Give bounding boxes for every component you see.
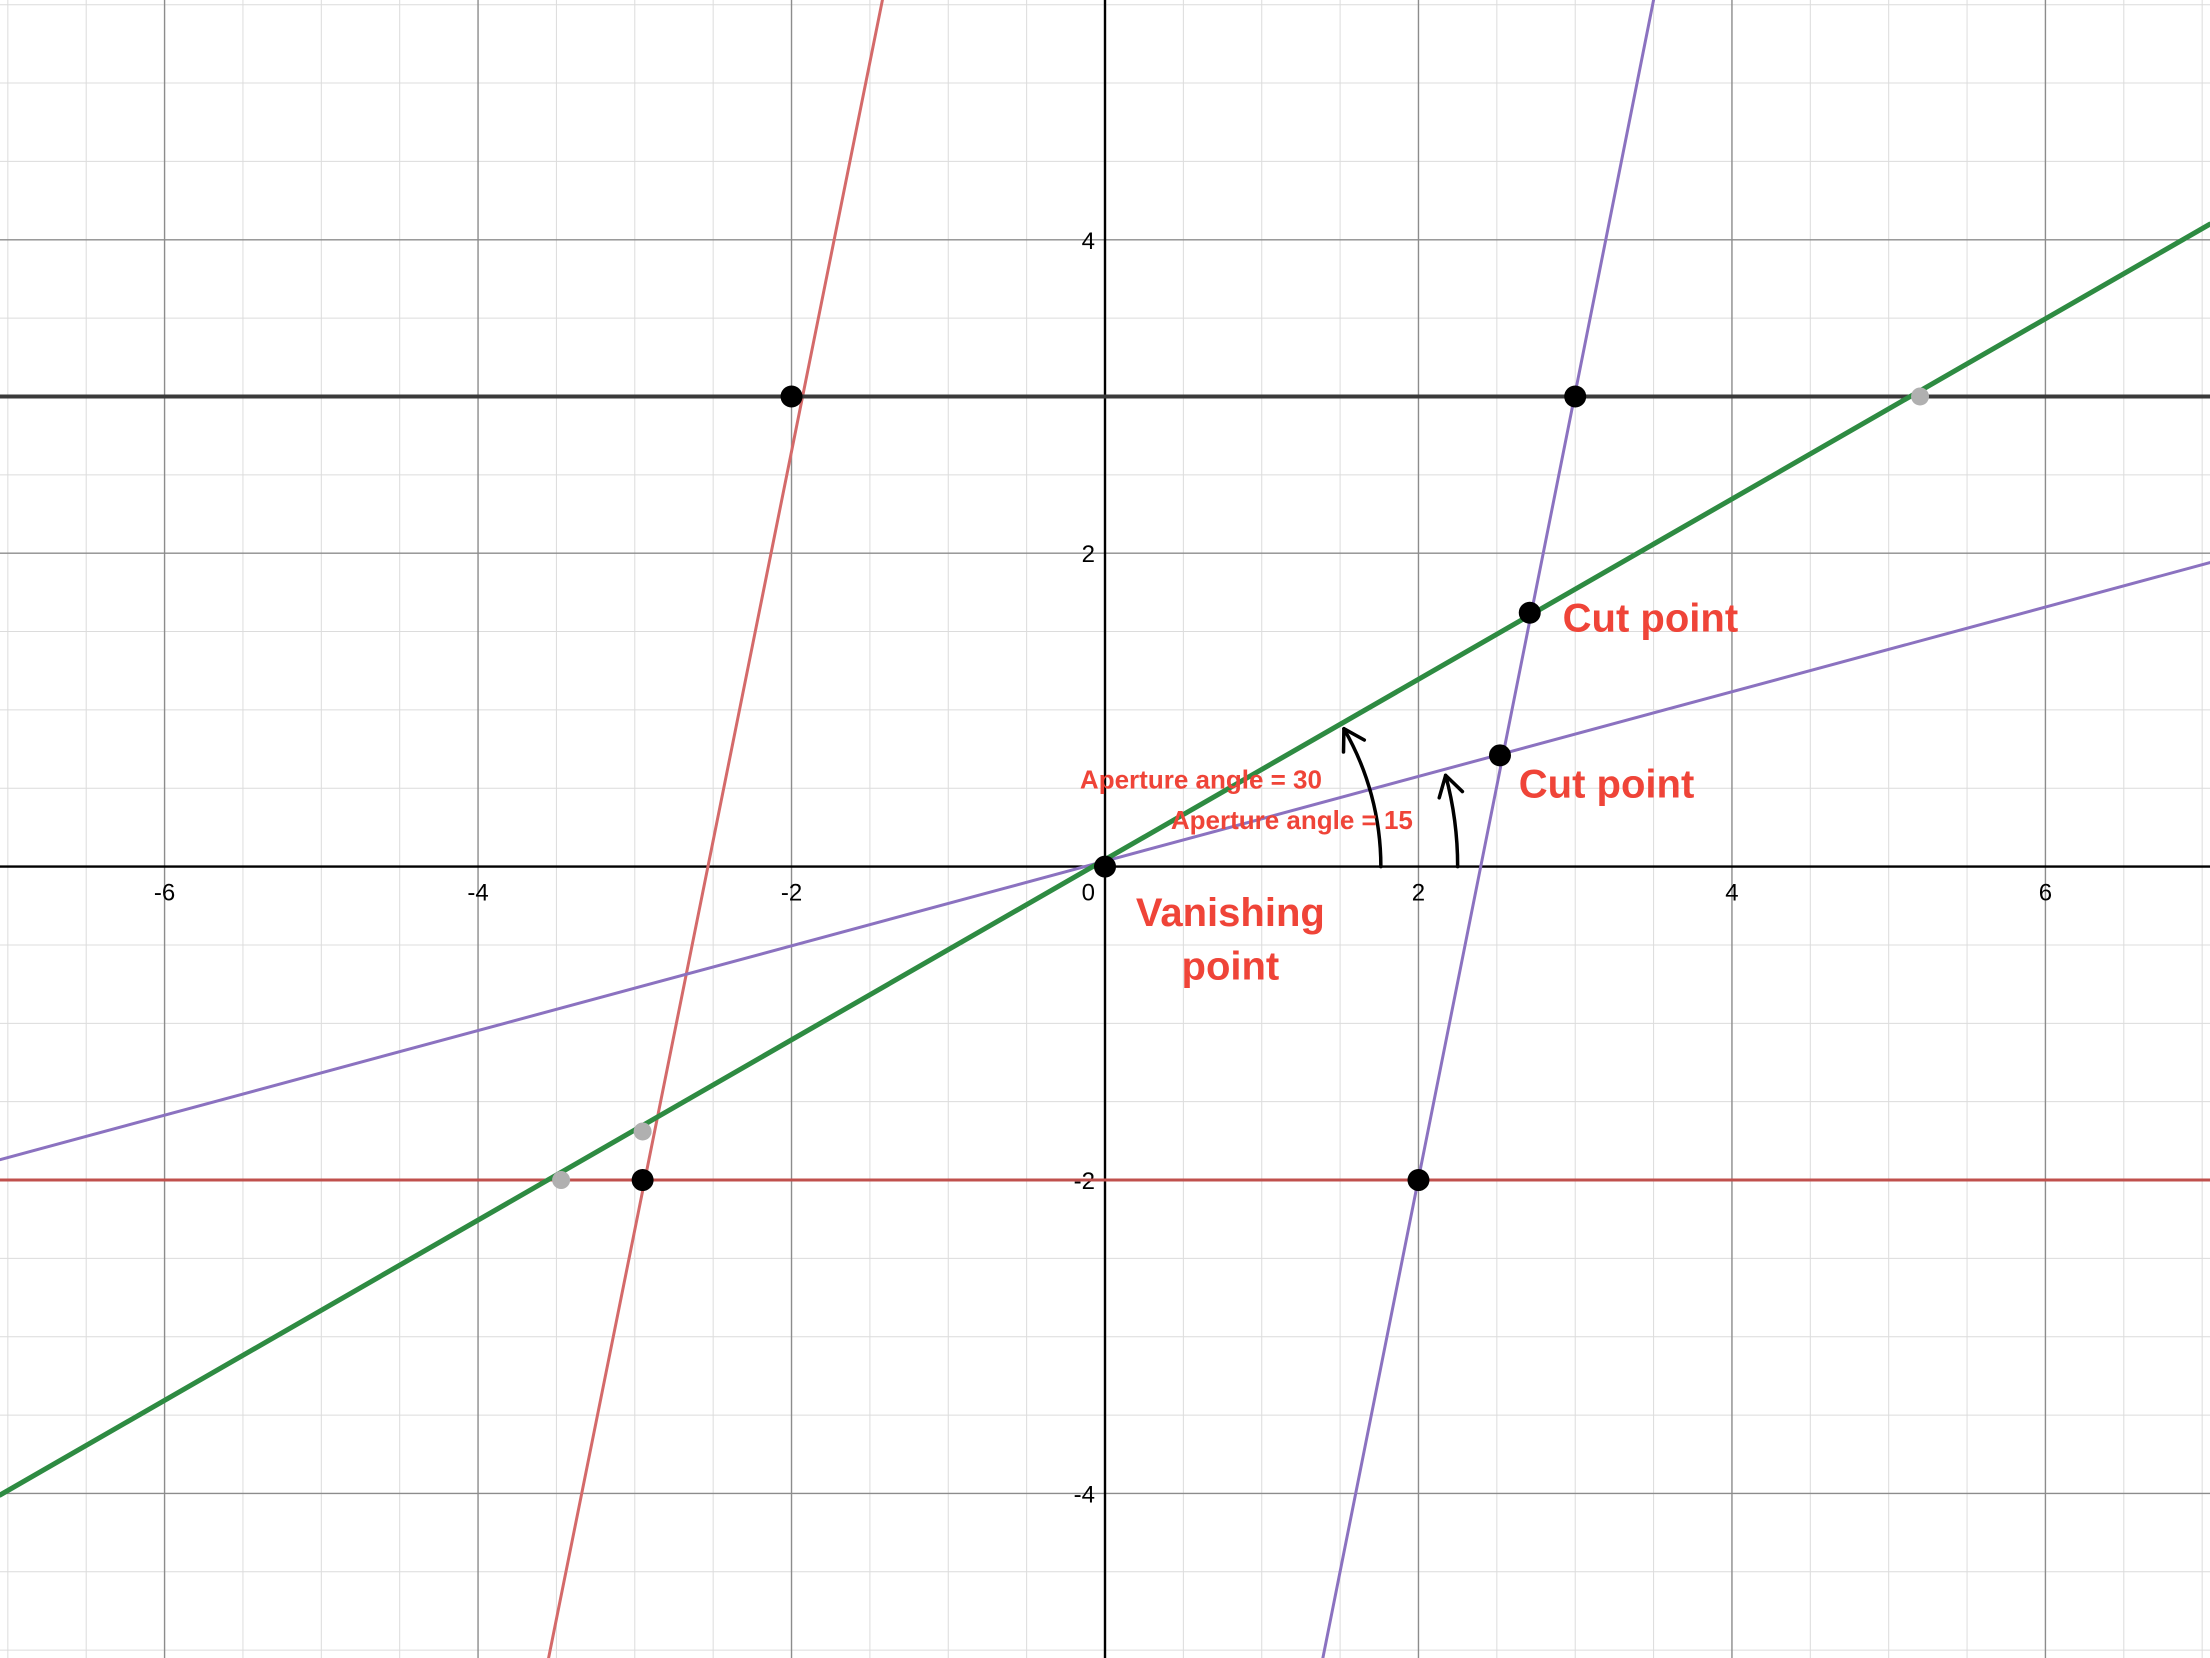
arc-arrowhead [1437,773,1465,800]
annotation-label: Aperture angle = 15 [1171,805,1413,835]
annotation-label: point [1182,944,1280,988]
x-tick-label: -2 [781,880,802,907]
arc-arrowhead [1341,726,1367,754]
annotation-label: Aperture angle = 30 [1080,764,1322,794]
marked-points [631,385,1587,1192]
angle-arc [1342,726,1383,869]
series-line [1321,0,1656,1658]
marked-point [631,1169,654,1192]
origin-tick-label: 0 [1082,880,1095,907]
series-line [547,0,884,1658]
angle-arc [1443,773,1460,869]
gray-point [633,1122,652,1141]
gray-points [552,387,1930,1190]
annotation-label: Cut point [1519,763,1695,807]
y-tick-label: -4 [1074,1481,1095,1508]
marked-point [1518,601,1541,624]
x-tick-label: 4 [1725,880,1738,907]
marked-point [780,385,803,408]
annotations: Cut point Cut point Aperture angle = 30 Ape… [1080,597,1738,989]
annotation-label: Cut point [1563,597,1739,641]
annotation-label: Vanishing [1136,891,1325,935]
x-tick-label: -6 [154,880,175,907]
x-tick-label: 6 [2039,880,2052,907]
marked-point [1094,855,1116,878]
marked-point [1564,385,1587,408]
gray-point [1911,387,1930,406]
x-tick-label: 2 [1412,880,1425,907]
tick-labels: -6 -4 -2 2 4 642-2-40 [154,228,2052,1509]
marked-point [1407,1169,1430,1192]
x-tick-label: -4 [467,880,488,907]
gray-point [552,1171,571,1190]
marked-point [1488,744,1511,767]
y-tick-label: 2 [1082,541,1095,568]
angle-arcs [1341,726,1465,869]
y-tick-label: 4 [1082,228,1095,255]
